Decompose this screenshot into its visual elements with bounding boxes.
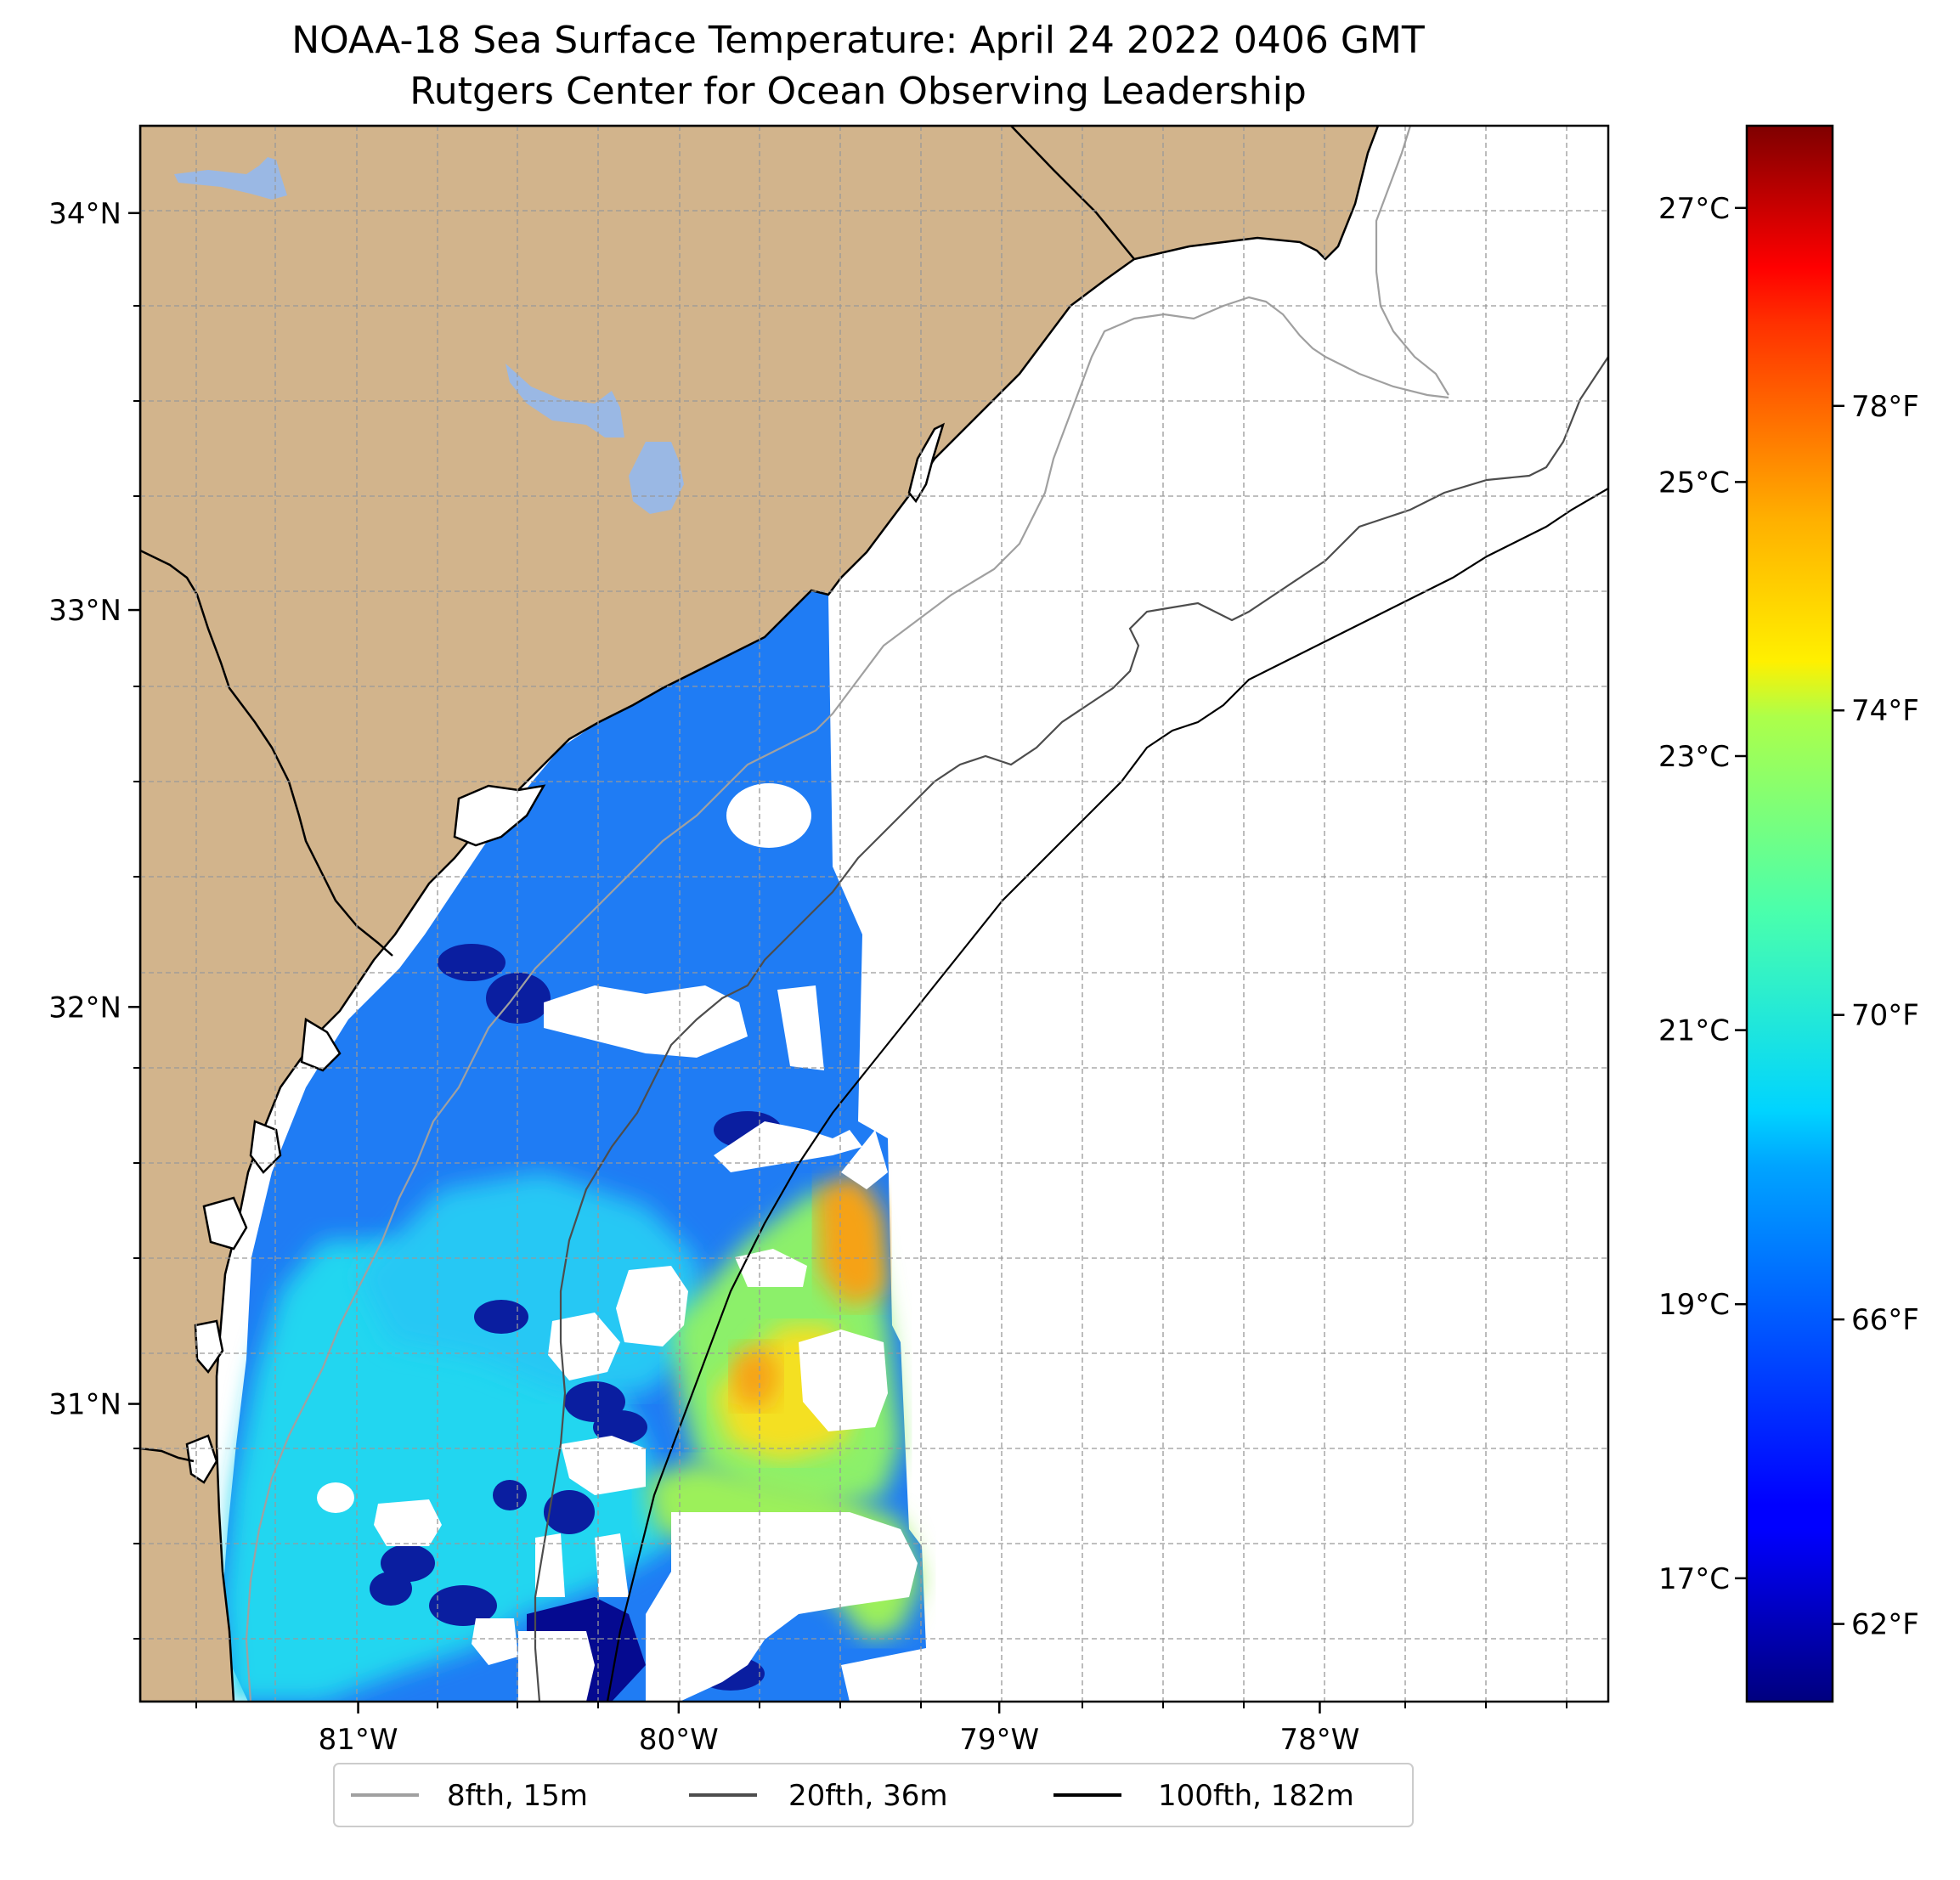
state-border-ga-fl [140,1447,195,1463]
colorbar-fahrenheit-label: 78°F [1851,390,1919,424]
isobath-8fth [245,296,1449,1702]
title-line-1: NOAA-18 Sea Surface Temperature: April 2… [291,19,1425,62]
minor-ticks [133,305,1567,1708]
lat-tick-label: 33°N [48,594,121,628]
colorbar-fahrenheit-label: 62°F [1851,1608,1919,1642]
colorbar-celsius-label: 21°C [1658,1014,1730,1048]
isobaths [245,126,1608,1702]
lon-tick-label: 79°W [959,1723,1039,1757]
isobath-100fth [606,488,1608,1702]
colorbar-fahrenheit-label: 70°F [1851,999,1919,1033]
state-border-sc-ga [140,549,393,957]
inlet-winyah [907,422,946,504]
colorbar-celsius-label: 17°C [1658,1562,1730,1596]
inlet-port-royal [300,1017,342,1072]
colorbar-celsius-label: 25°C [1658,466,1730,500]
lat-tick-label: 32°N [48,991,121,1025]
legend-label-100fth: 100fth, 182m [1158,1779,1354,1813]
no-data-gaps [317,783,918,1702]
lon-tick-label: 80°W [639,1723,719,1757]
colorbar-celsius-label: 27°C [1658,192,1730,226]
colorbar-fahrenheit-label: 66°F [1851,1303,1919,1337]
inlet-st-helena [249,1120,282,1174]
lake-north [174,157,287,200]
coastal-inlets [185,422,946,1484]
legend-frame [333,1763,1414,1827]
colorbar-celsius-label: 19°C [1658,1288,1730,1322]
colorbar-fahrenheit-label: 74°F [1851,694,1919,728]
isobath-legend: 8fth, 15m 20fth, 36m 100fth, 182m [333,1763,1414,1827]
lon-tick-label: 78°W [1279,1723,1359,1757]
colorbar: 17°C 19°C 21°C 23°C 25°C 27°C 62°F 66°F 70°F 74°… [1658,124,1919,1703]
inlet-charleston [453,784,546,847]
sst-mid-cyan [357,1172,705,1393]
map-frame [138,124,1610,1703]
sst-warm-orange-south [731,1342,782,1410]
isobath-8fth-north [1375,126,1449,396]
isobath-20fth [534,356,1608,1702]
lat-tick-label: 34°N [48,197,121,231]
inlet-st-simons [194,1319,224,1375]
lon-axis: 81°W 80°W 79°W 78°W [319,1702,1359,1757]
gridlines [140,126,1608,1702]
state-border-nc-sc [1010,126,1135,260]
lon-tick-label: 81°W [319,1723,398,1757]
inlet-fernandina [185,1434,218,1484]
legend-label-20fth: 20fth, 36m [788,1779,948,1813]
title-line-2: Rutgers Center for Ocean Observing Leade… [410,70,1307,113]
sst-warm-orange-north [816,1172,888,1308]
colorbar-gradient [1745,124,1834,1703]
inlet-sapelo [202,1196,248,1251]
legend-label-8fth: 8fth, 15m [447,1779,588,1813]
map-panel [140,126,1608,1702]
colorbar-celsius-label: 23°C [1658,740,1730,774]
lat-tick-label: 31°N [48,1388,121,1422]
lat-axis: 34°N 33°N 32°N 31°N [48,197,140,1422]
